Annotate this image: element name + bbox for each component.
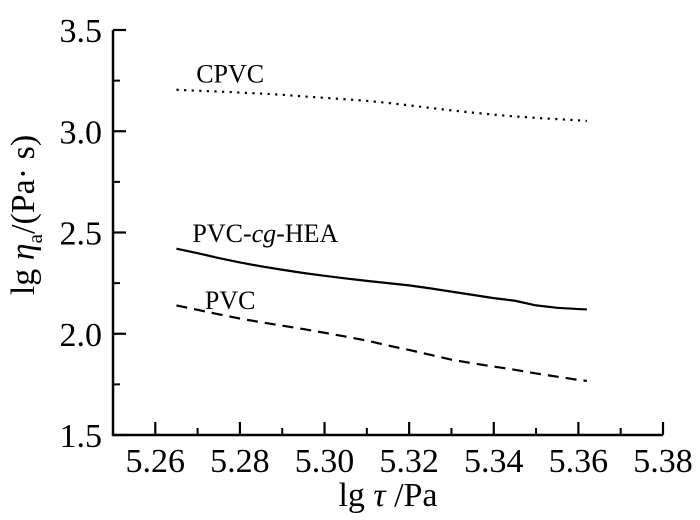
series-path-cpvc — [176, 88, 587, 123]
series-label-cpvc: CPVC — [196, 60, 264, 89]
series-path-pvc — [176, 304, 587, 383]
x-axis-tick-label: 5.30 — [295, 443, 355, 480]
y-axis-tick-label: 1.5 — [60, 418, 103, 455]
y-axis-title: lg ηa/(Pa· s) — [5, 135, 47, 295]
series-label-pvc: PVC — [205, 286, 256, 315]
y-axis-tick-label: 3.0 — [60, 114, 103, 151]
x-axis-title: lg τ /Pa — [338, 477, 437, 514]
y-axis-tick-label: 2.0 — [60, 317, 103, 354]
x-axis-tick-label: 5.32 — [379, 443, 439, 480]
series-path-pvc-cg-hea — [176, 247, 587, 311]
x-axis-tick-label: 5.28 — [210, 443, 270, 480]
x-axis-tick-label: 5.36 — [549, 443, 609, 480]
series-label-pvc-cg-hea: PVC-cg-HEA — [192, 219, 338, 248]
x-axis-tick-label: 5.38 — [633, 443, 693, 480]
x-axis-tick-label: 5.26 — [126, 443, 186, 480]
y-axis-tick-label: 3.5 — [60, 13, 103, 50]
x-axis-tick-label: 5.34 — [464, 443, 524, 480]
y-axis-tick-label: 2.5 — [60, 216, 103, 253]
